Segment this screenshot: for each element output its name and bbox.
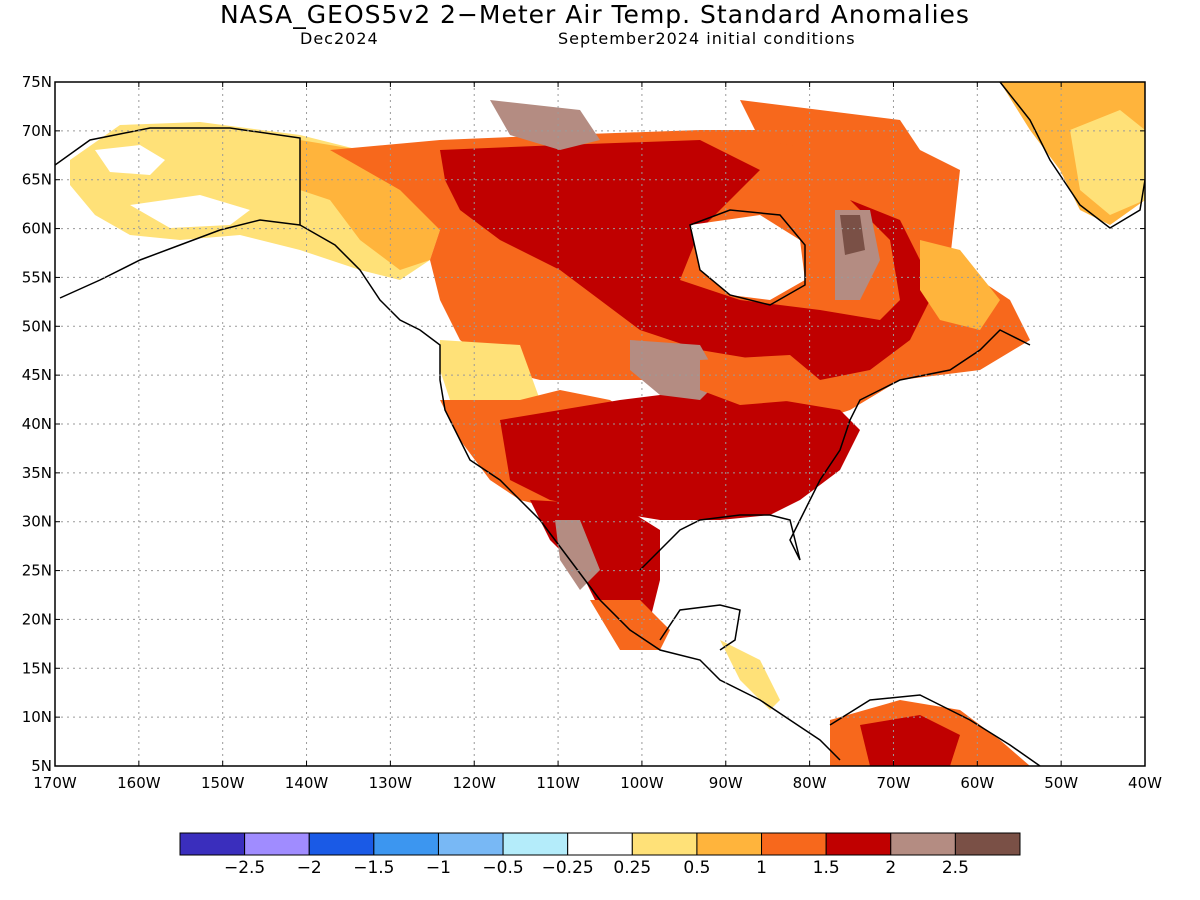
lon-tick-label: 70W: [877, 774, 911, 792]
colorbar-label: 2: [885, 858, 896, 878]
colorbar-swatch: [179, 832, 246, 856]
colorbar-label: 1: [756, 858, 767, 878]
greenland-coast: [999, 82, 1145, 229]
yucatan-coast: [659, 604, 741, 651]
colorbar-swatch: [373, 832, 439, 856]
us-red-core: [500, 390, 860, 520]
lat-lon-grid: [55, 82, 1145, 766]
colorbar-label: −0.25: [542, 858, 594, 878]
lat-tick-label: 5N: [31, 757, 52, 775]
longitude-ticks: 170W 160W 150W 140W 130W 120W 110W 100W 90W 80W 70…: [33, 82, 1162, 792]
colorbar-swatch: [502, 832, 569, 856]
coastlines: [55, 82, 1145, 766]
hudson-bay-water: [690, 215, 805, 300]
alaska-south-coast: [59, 219, 301, 299]
canada-mocha-patch: [490, 100, 600, 150]
lat-tick-label: 65N: [22, 171, 52, 189]
lon-tick-label: 110W: [536, 774, 580, 792]
greenland-light: [1070, 110, 1145, 215]
colorbar-label: −2: [297, 858, 322, 878]
lat-tick-label: 25N: [22, 562, 52, 580]
lat-tick-label: 70N: [22, 122, 52, 140]
lat-tick-label: 75N: [22, 73, 52, 91]
anomaly-fields: [70, 82, 1145, 766]
colorbar-swatch: [437, 832, 504, 856]
lat-tick-label: 35N: [22, 464, 52, 482]
colorbar-swatch: [308, 832, 375, 856]
colorbar-label: 2.5: [942, 858, 969, 878]
alaska-neutral-patch: [95, 145, 165, 175]
lat-tick-label: 50N: [22, 317, 52, 335]
colorbar-swatch: [244, 832, 310, 856]
lon-tick-label: 100W: [620, 774, 664, 792]
lon-tick-label: 40W: [1128, 774, 1162, 792]
south-america-red: [860, 715, 960, 766]
lat-tick-label: 55N: [22, 268, 52, 286]
lat-tick-label: 15N: [22, 659, 52, 677]
arctic-orange: [740, 100, 920, 160]
initial-conditions: September2024 initial conditions: [558, 29, 856, 48]
alaska-neutral-patch-2: [130, 195, 250, 228]
quebec-dark-patch: [840, 215, 865, 255]
lat-tick-label: 10N: [22, 708, 52, 726]
canada-red-region: [440, 140, 930, 380]
lon-tick-label: 170W: [33, 774, 77, 792]
colorbar-swatch: [954, 832, 1021, 856]
lat-tick-label: 45N: [22, 366, 52, 384]
lon-tick-label: 150W: [201, 774, 245, 792]
forecast-month: Dec2024: [300, 29, 379, 48]
lon-tick-label: 50W: [1044, 774, 1078, 792]
lon-tick-label: 90W: [709, 774, 743, 792]
lat-tick-label: 30N: [22, 513, 52, 531]
colorbar-swatch: [761, 832, 827, 856]
central-america-warm: [720, 640, 780, 710]
lon-tick-label: 130W: [369, 774, 413, 792]
gulf-coast: [639, 329, 1031, 571]
colorbar: −2.5 −2 −1.5 −1 −0.5 −0.25 0.25 0.5 1 1.5 2 2.5: [179, 832, 1021, 878]
alaska-coast: [55, 127, 841, 761]
lat-tick-label: 40N: [22, 415, 52, 433]
pacific-nw-warm: [440, 340, 540, 410]
map-title: NASA_GEOS5v2 2−Meter Air Temp. Standard …: [220, 0, 970, 29]
mexico-mocha: [555, 520, 600, 590]
colorbar-swatch: [825, 832, 892, 856]
colorbar-swatch: [567, 832, 633, 856]
colorbar-label: −1.5: [353, 858, 394, 878]
lon-tick-label: 60W: [960, 774, 994, 792]
colorbar-label: −2.5: [224, 858, 265, 878]
colorbar-swatch: [890, 832, 956, 856]
colorbar-label: 0.25: [613, 858, 651, 878]
colorbar-label: −0.5: [482, 858, 523, 878]
latitude-ticks: 75N 70N 65N 60N 55N 50N 45N 40N 35N 30N 25N 20N 15N 1…: [22, 73, 1145, 775]
colorbar-label: 0.5: [683, 858, 710, 878]
colorbar-swatch: [696, 832, 763, 856]
lon-tick-label: 120W: [452, 774, 496, 792]
colorbar-label: −1: [426, 858, 451, 878]
mexico-orange: [590, 600, 670, 650]
lon-tick-label: 80W: [793, 774, 827, 792]
lon-tick-label: 140W: [285, 774, 329, 792]
lon-tick-label: 160W: [117, 774, 161, 792]
colorbar-swatch: [631, 832, 698, 856]
lat-tick-label: 60N: [22, 220, 52, 238]
labrador-warm: [920, 240, 1000, 330]
great-lakes-warm: [700, 355, 820, 405]
lat-tick-label: 20N: [22, 610, 52, 628]
colorbar-label: 1.5: [813, 858, 840, 878]
hudson-bay-coast: [689, 209, 806, 306]
south-america-coast: [829, 694, 1041, 766]
us-mocha-patch: [630, 340, 720, 400]
